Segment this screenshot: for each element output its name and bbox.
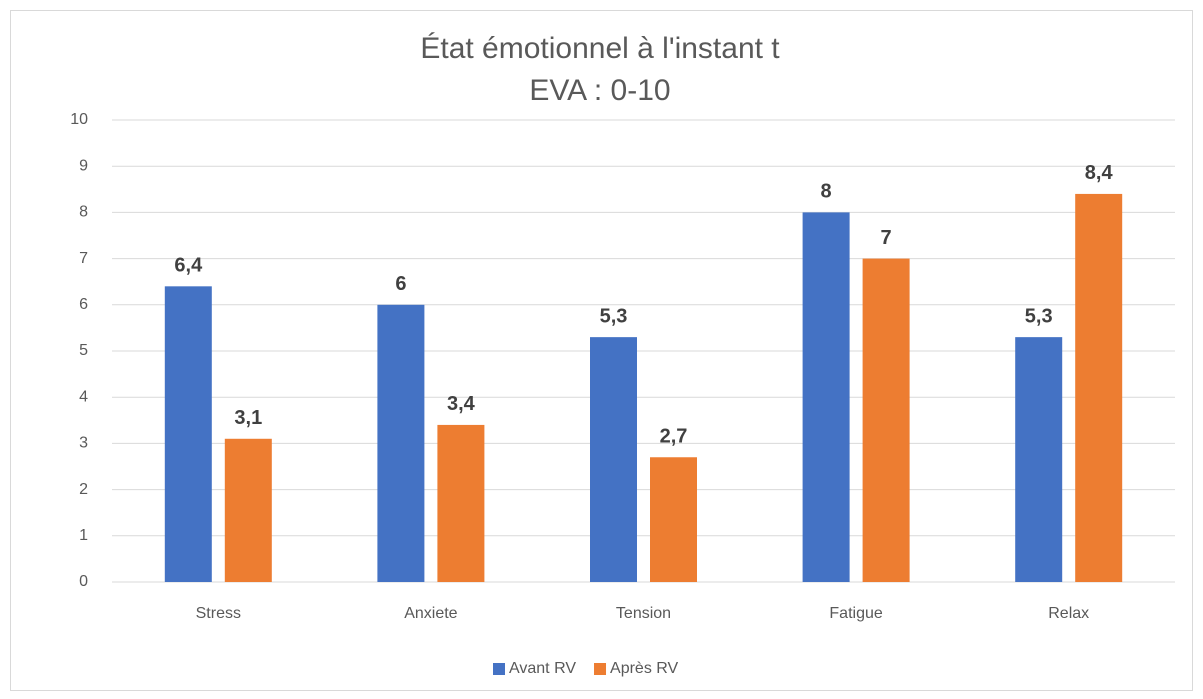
y-tick-label: 6	[79, 296, 88, 313]
chart-subtitle: EVA : 0-10	[529, 74, 670, 107]
data-label: 2,7	[660, 426, 688, 448]
bar	[224, 438, 272, 582]
y-tick-label: 7	[79, 250, 88, 267]
y-tick-label: 5	[79, 342, 88, 359]
y-tick-label: 2	[79, 481, 88, 498]
data-label: 6,4	[174, 255, 203, 277]
bar	[802, 212, 850, 582]
y-tick-label: 4	[79, 388, 88, 405]
bar	[437, 424, 485, 582]
bar	[590, 337, 637, 582]
x-tick-label: Fatigue	[829, 605, 882, 622]
x-tick-label: Relax	[1048, 605, 1089, 622]
data-label: 7	[881, 227, 892, 249]
bar	[862, 258, 910, 582]
bar	[377, 304, 425, 582]
data-label: 5,3	[600, 305, 628, 327]
chart-title: État émotionnel à l'instant t	[420, 32, 780, 65]
legend-label: Avant RV	[509, 660, 576, 677]
bar	[1075, 193, 1123, 583]
y-tick-label: 10	[70, 111, 88, 128]
y-tick-label: 1	[79, 527, 88, 544]
data-label: 6	[395, 273, 406, 295]
y-tick-label: 8	[79, 204, 88, 221]
x-tick-label: Anxiete	[404, 605, 457, 622]
legend-label: Après RV	[610, 660, 679, 677]
data-label: 3,4	[447, 393, 476, 415]
y-tick-label: 0	[79, 573, 88, 590]
data-label: 8	[821, 181, 832, 203]
x-tick-label: Stress	[196, 605, 241, 622]
x-tick-label: Tension	[616, 605, 671, 622]
y-tick-label: 9	[79, 157, 88, 174]
bar	[650, 457, 697, 582]
data-label: 3,1	[234, 407, 262, 429]
data-label: 8,4	[1085, 162, 1114, 184]
bar	[1015, 337, 1063, 582]
legend-swatch	[493, 663, 505, 675]
legend-swatch	[594, 663, 607, 675]
data-label: 5,3	[1025, 305, 1053, 327]
y-tick-label: 3	[79, 435, 88, 452]
bar	[164, 286, 212, 582]
